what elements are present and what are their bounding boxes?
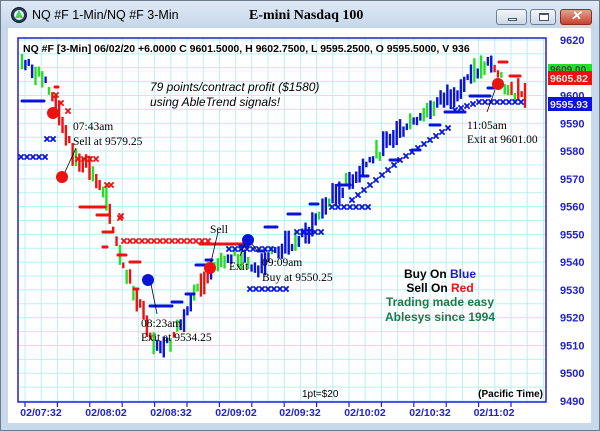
y-tick-label: 9590 [560,118,584,130]
sell-signal-dot [204,262,216,274]
price-bars [20,53,527,358]
exit-signal-dot [492,78,504,90]
y-tick-label: 9510 [560,340,584,352]
headline-line1: 79 points/contract profit ($1580) [150,80,319,94]
legend-company: Ablesys since 1994 [385,310,495,324]
y-tick-label: 9620 [560,35,584,47]
sell1-time-label: 07:43am [73,121,113,133]
x-tick-label: 02/10:32 [409,407,451,419]
buy1-time-label: 09:09am [262,257,302,269]
sell2-label: Sell [210,224,228,236]
trend-markers [17,60,525,308]
y-tick-label: 9500 [560,368,584,380]
exit3-price-label: Exit at 9601.00 [467,134,538,146]
sell-signal-dot [56,171,68,183]
svg-text:Sell On Red: Sell On Red [406,281,473,295]
price-tag-green [548,64,592,74]
chart-title: E-mini Nasdaq 100 [249,8,364,23]
maximize-button[interactable] [530,9,556,25]
app-logo-icon [11,7,27,23]
legend-buy-prefix: Buy On [404,267,450,281]
x-tick-label: 02/10:02 [344,407,386,419]
svg-text:Buy On Blue: Buy On Blue [404,267,476,281]
x-tick-label: 02/11:02 [474,407,515,419]
exit1-time-label: 08:23am [141,318,181,330]
legend-buy-color: Blue [450,267,476,281]
buy-signal-dot [242,234,254,246]
x-tick-label: 02/09:32 [279,407,321,419]
price-tag-blue-value: 9595.93 [550,99,588,111]
y-tick-label: 9540 [560,257,584,269]
exit-signal-dot [142,274,154,286]
y-tick-label: 9550 [560,229,584,241]
ohlc-info-line: NQ #F [3-Min] 06/02/20 +6.0000 C 9601.50… [23,43,470,55]
exit3-time-label: 11:05am [467,120,507,132]
maximize-icon [539,13,549,21]
y-tick-label: 9520 [560,313,584,325]
close-icon: ✕ [570,8,582,23]
exit2-label: Exit [229,261,249,273]
close-button[interactable]: ✕ [560,8,592,25]
x-axis: 02/07:32 02/08:02 02/08:32 02/09:02 02/09:32… [20,402,515,419]
x-tick-label: 02/09:02 [215,407,257,419]
legend-sell-prefix: Sell On [406,281,451,295]
exit1-price-label: Exit at 9534.25 [141,332,212,344]
sell1-price-label: Sell at 9579.25 [73,136,143,148]
point-value-label: 1pt=$20 [302,389,339,400]
minimize-button[interactable] [496,9,527,25]
window-title: NQ #F 1-Min/NQ #F 3-Min [32,8,179,22]
y-tick-label: 9530 [560,285,584,297]
y-tick-label: 9570 [560,174,584,186]
y-tick-label: 9490 [560,396,584,408]
y-tick-label: 9560 [560,202,584,214]
annotation-arrows [64,89,496,315]
x-tick-label: 02/08:02 [85,407,127,419]
legend-tagline: Trading made easy [386,295,494,309]
price-tag-red [548,71,592,85]
legend-sell-color: Red [451,281,474,295]
buy1-price-label: Buy at 9550.25 [262,272,333,284]
price-tag-green-value: 9609.00 [550,65,587,76]
price-tag-red-value: 9605.82 [550,73,588,85]
timezone-label: (Pacific Time) [478,389,543,400]
y-tick-label: 9580 [560,146,584,158]
title-bar[interactable]: NQ #F 1-Min/NQ #F 3-Min E-mini Nasdaq 10… [1,1,599,29]
x-tick-label: 02/07:32 [20,407,62,419]
signal-legend: Buy On Blue Sell On Red Trading made eas… [385,267,495,324]
price-tag-blue [548,97,592,111]
plot-border [17,37,547,403]
y-axis: 9620960095909580957095609550954095309520… [560,35,584,408]
x-tick-label: 02/08:32 [150,407,192,419]
sell-signal-dot [47,107,59,119]
minimize-icon [508,18,517,21]
headline-line2: using AbleTrend signals! [150,95,281,109]
